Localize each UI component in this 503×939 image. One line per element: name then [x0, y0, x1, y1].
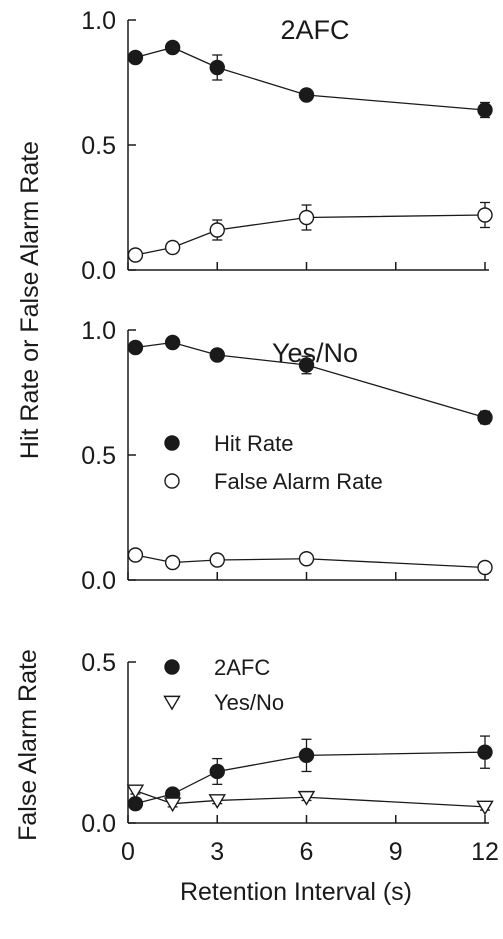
- x-tick-label: 6: [300, 838, 314, 866]
- x-axis-label: Retention Interval (s): [180, 878, 412, 906]
- legend-marker: [164, 659, 180, 675]
- data-point: [477, 744, 493, 760]
- series-1: [127, 735, 493, 812]
- y-axis-label: False Alarm Rate: [14, 649, 42, 841]
- x-tick-label: 3: [210, 838, 224, 866]
- chart-panel-1: 0.0 0.5 1.0 2AFC: [81, 7, 493, 285]
- data-point: [164, 239, 181, 256]
- data-point: [126, 784, 145, 800]
- data-point: [127, 547, 144, 563]
- y-tick-label: 0.0: [81, 257, 116, 285]
- series-2: [127, 201, 493, 263]
- series-1: [127, 334, 493, 426]
- chart-panels: 0.0 0.5 1.0 2AFC 0.0 0.5 1.0 Yes/No Hit Rate Fals…: [14, 7, 499, 866]
- series-2: [127, 547, 493, 576]
- legend-marker: [164, 473, 180, 489]
- chart-panel-3: 0.0 0.5 0 3 6 9 12 False Alarm Rate 2AFC Yes/No: [14, 649, 499, 866]
- y-tick-label: 0.0: [81, 567, 116, 595]
- data-point: [477, 409, 493, 426]
- data-point: [297, 790, 316, 806]
- x-tick-label: 12: [471, 838, 499, 866]
- data-point: [127, 49, 144, 66]
- series-1: [127, 39, 493, 119]
- legend: 2AFC Yes/No: [163, 655, 284, 715]
- data-point: [298, 209, 315, 226]
- data-point: [127, 247, 144, 263]
- data-point: [298, 747, 315, 764]
- data-point: [164, 334, 181, 351]
- data-point: [209, 222, 225, 238]
- data-point: [163, 797, 182, 813]
- x-tick-label: 9: [389, 838, 403, 866]
- data-point: [209, 763, 225, 780]
- data-point: [164, 554, 181, 571]
- legend-label: Hit Rate: [214, 431, 293, 456]
- data-point: [298, 551, 315, 567]
- chart-title: Yes/No: [272, 338, 358, 368]
- data-point: [476, 800, 494, 816]
- y-tick-label: 0.0: [81, 810, 116, 838]
- x-tick-label: 0: [121, 838, 135, 866]
- chart-panel-2: 0.0 0.5 1.0 Yes/No Hit Rate False Alarm Rate: [81, 317, 493, 595]
- data-point: [209, 59, 225, 76]
- legend-label: Yes/No: [214, 690, 284, 715]
- data-point: [477, 207, 493, 223]
- legend: Hit Rate False Alarm Rate: [164, 431, 383, 494]
- data-point: [209, 347, 225, 363]
- legend-label: False Alarm Rate: [214, 469, 383, 494]
- data-point: [164, 39, 181, 56]
- shared-y-axis-label: Hit Rate or False Alarm Rate: [16, 141, 44, 459]
- legend-marker: [163, 695, 181, 711]
- y-tick-label: 0.5: [81, 649, 116, 677]
- data-point: [298, 87, 315, 103]
- y-tick-label: 0.5: [81, 132, 116, 160]
- y-tick-label: 0.5: [81, 442, 116, 470]
- data-point: [208, 794, 226, 809]
- legend-marker: [164, 435, 180, 451]
- y-tick-label: 1.0: [81, 7, 116, 35]
- data-point: [477, 102, 493, 118]
- y-tick-label: 1.0: [81, 317, 116, 345]
- data-point: [298, 357, 315, 373]
- series-2: [126, 784, 494, 816]
- legend-label: 2AFC: [214, 655, 270, 680]
- data-point: [209, 552, 225, 568]
- chart-title: 2AFC: [280, 15, 349, 45]
- data-point: [127, 339, 144, 356]
- data-point: [477, 559, 493, 576]
